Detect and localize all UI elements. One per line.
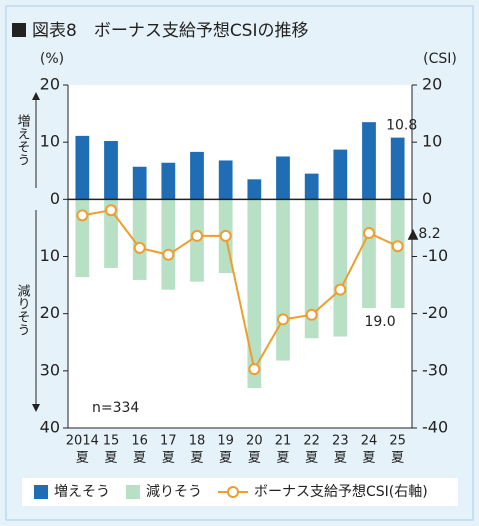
x-tick-label: 夏 [362,451,375,466]
bar [276,156,290,200]
bar [132,166,147,200]
line-marker [219,229,232,242]
x-tick-label: 夏 [334,451,347,466]
x-tick-label: 夏 [276,451,289,466]
bar [75,135,90,200]
annotation: n=334 [92,400,139,416]
y-tick-label: 30 [40,360,60,379]
x-tick-label: 夏 [104,451,117,466]
bar [390,199,405,308]
y2-tick-label: -30 [422,360,448,379]
x-tick-label: 25 [389,434,406,449]
side-label-down: 減りそう [15,283,31,336]
bar [161,199,176,290]
bar [247,199,262,388]
y-tick-label: 20 [40,303,60,322]
line-marker [76,209,89,222]
bar [161,162,176,200]
x-tick-label: 16 [131,434,148,449]
frame [5,5,474,521]
y2-tick-label: 10 [422,132,442,151]
bar [304,173,319,200]
line-marker [133,241,146,254]
x-tick-label: 15 [103,434,120,449]
legend-swatch [126,485,140,499]
up-arrowhead [32,92,40,100]
bar [104,141,118,200]
data-label: 19.0 [364,314,395,330]
bar [104,199,118,268]
bar [132,199,147,280]
y2-tick-label: 0 [422,189,432,208]
line-marker [363,227,375,240]
y-tick-label: 40 [40,418,60,437]
x-tick-label: 夏 [76,451,89,466]
chart-title: 図表8 ボーナス支給予想CSIの推移 [32,21,309,41]
line-marker [248,363,261,376]
x-tick-label: 23 [332,434,349,449]
legend-label: ボーナス支給予想CSI(右軸) [254,484,428,500]
x-tick-label: 2014 [66,434,99,449]
x-tick-label: 21 [275,434,292,449]
bar [218,160,233,200]
plot-area [68,85,412,428]
legend-label: 減りそう [146,483,202,500]
line-marker [191,229,203,242]
y2-tick-label: -40 [422,418,448,437]
y-tick-label: 20 [40,75,60,94]
data-label: 10.8 [386,118,417,134]
y-tick-label: 0 [50,189,60,208]
bar [247,179,262,200]
bar [362,199,376,308]
legend-swatch [34,485,48,499]
bar [390,137,405,200]
y2-tick-label: 20 [422,75,442,94]
x-tick-label: 24 [361,434,378,449]
x-tick-label: 夏 [391,451,404,466]
x-tick-label: 夏 [162,451,175,466]
x-tick-label: 夏 [248,451,261,466]
x-tick-label: 夏 [133,451,146,466]
legend-label: 増えそう [54,484,110,500]
x-tick-label: 20 [246,434,263,449]
line-marker [334,283,347,296]
title-icon [12,23,26,37]
x-tick-label: 22 [303,434,320,449]
line-marker [305,308,318,321]
y-tick-label: 10 [40,246,60,265]
bar [333,199,348,337]
data-label: ▲8.2 [408,226,441,242]
line [82,209,399,372]
y-tick-label: 10 [40,132,60,151]
line-marker [391,240,404,253]
bar [333,149,348,200]
down-arrowhead [32,404,40,412]
line-marker [162,248,175,261]
bar [304,199,319,339]
x-tick-label: 18 [189,434,206,449]
x-tick-label: 夏 [219,451,232,466]
side-label-up: 増えそう [15,114,31,166]
x-tick-label: 夏 [305,451,318,466]
line-marker [277,313,289,326]
bar [276,199,290,361]
x-tick-label: 17 [160,434,177,449]
line-marker [105,204,117,217]
y-unit: (%) [40,51,64,67]
y2-unit: (CSI) [423,51,457,67]
x-tick-label: 夏 [190,451,203,466]
bar [362,122,376,200]
legend-marker [227,486,239,498]
y2-tick-label: -20 [422,303,448,322]
y2-tick-label: -10 [422,246,448,265]
x-tick-label: 19 [217,434,234,449]
bar [190,151,204,200]
